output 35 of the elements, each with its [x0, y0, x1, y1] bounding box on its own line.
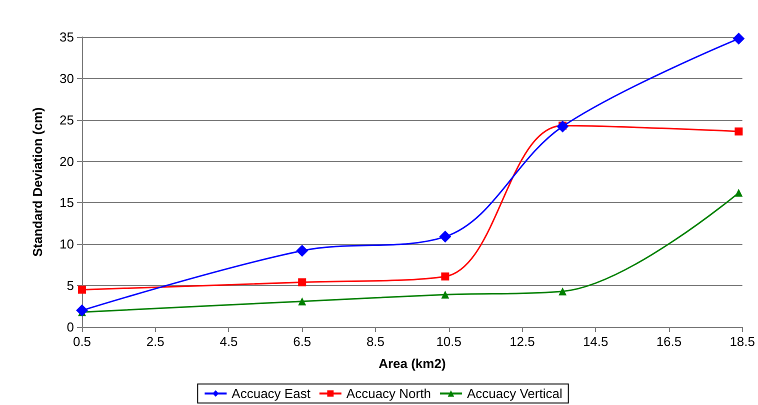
- x-tick-label: 18.5: [730, 334, 756, 349]
- x-tick-label: 6.5: [293, 334, 312, 349]
- y-tick-label: 35: [60, 30, 74, 44]
- y-tick-label: 10: [60, 236, 74, 252]
- y-tick-label: 15: [60, 195, 74, 210]
- x-tick-label: 8.5: [366, 334, 385, 349]
- x-tick-label: 0.5: [72, 334, 92, 349]
- y-tick-label: 5: [66, 278, 74, 294]
- x-axis-title: Area (km2): [378, 356, 446, 371]
- point: [556, 120, 569, 132]
- point: [76, 304, 88, 316]
- point: [732, 32, 745, 45]
- point: [734, 127, 743, 136]
- y-tick-label: 20: [60, 154, 74, 169]
- point: [296, 244, 308, 257]
- point: [298, 278, 306, 286]
- legend-label: Accuacy North: [346, 386, 431, 401]
- x-tick-label: 10.5: [436, 334, 462, 349]
- point: [441, 290, 450, 299]
- x-tick-label: 14.5: [582, 334, 608, 349]
- point: [441, 272, 450, 280]
- point: [439, 230, 452, 243]
- x-tick-label: 12.5: [510, 334, 535, 349]
- x-tick-label: 16.5: [656, 334, 682, 349]
- y-tick-label: 0: [66, 320, 74, 334]
- legend-label: Accuacy East: [232, 386, 311, 401]
- y-tick-label: 30: [60, 70, 74, 86]
- x-tick-label: 2.5: [146, 334, 164, 349]
- y-tick-label: 25: [60, 112, 74, 128]
- point: [734, 188, 743, 197]
- x-tick-label: 4.5: [220, 334, 238, 349]
- point: [298, 297, 306, 306]
- y-axis-title: Standard Deviation (cm): [30, 107, 45, 257]
- point: [558, 287, 567, 296]
- legend-label: Accuacy Vertical: [466, 386, 562, 401]
